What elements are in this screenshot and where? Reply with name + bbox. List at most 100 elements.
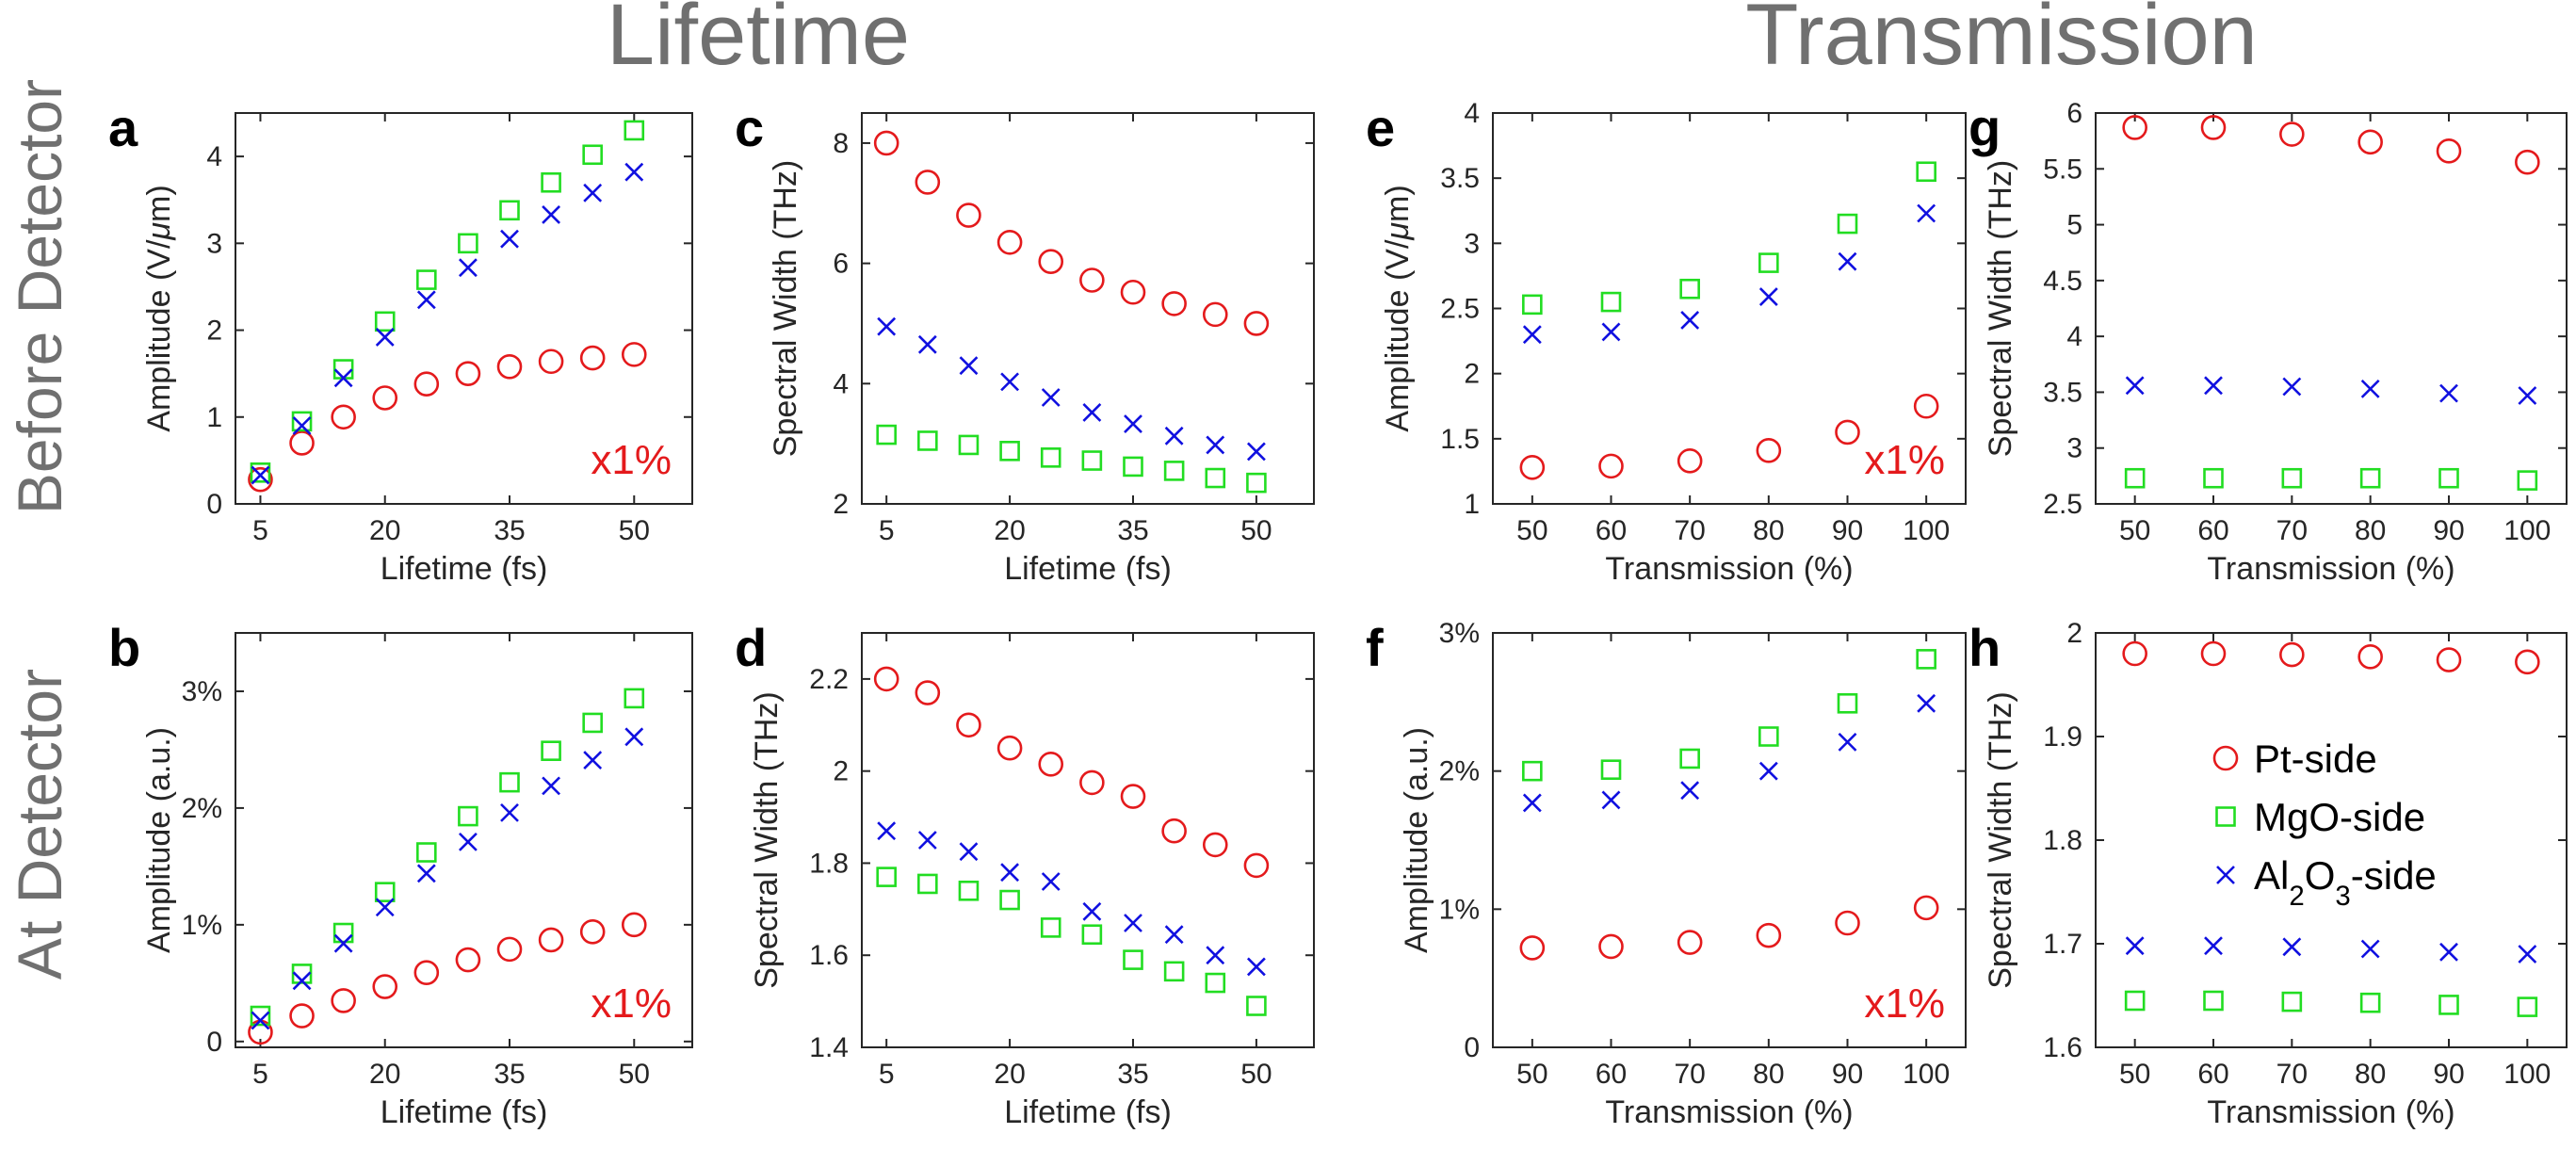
x-axis-label: Transmission (%) [2207, 551, 2454, 587]
panel-e: 50 60 70 80 90 100 1 1.5 2 2.5 3 3.5 4 Transmission (… [1366, 98, 1967, 587]
legend-item: Pt-side [2212, 737, 2377, 781]
data-point [2203, 990, 2224, 1012]
y-axis-label: Amplitude (a.u.) [141, 727, 177, 953]
data-point [917, 831, 937, 850]
data-point [1082, 901, 1102, 921]
data-point [374, 882, 396, 902]
data-point [538, 348, 564, 375]
axes-box [861, 632, 1315, 1048]
series-al2o3-side [2125, 936, 2537, 964]
data-point [1120, 784, 1146, 809]
y-axis-label: Amplitude (a.u.) [1399, 727, 1434, 953]
y-tick-label: 3% [1439, 618, 1480, 649]
data-point [582, 144, 603, 166]
x-tick-label: 60 [2197, 515, 2228, 546]
y-tick-label: 2 [2066, 618, 2082, 649]
data-point [496, 353, 523, 380]
data-point [1041, 388, 1061, 407]
y-tick-label: 4 [2066, 321, 2082, 352]
data-point [1835, 419, 1860, 445]
y-tick-label: 2 [833, 756, 849, 787]
data-point [499, 771, 520, 793]
data-point [2125, 376, 2145, 396]
y-tick-label: 1% [182, 910, 222, 941]
x-tick-label: 35 [494, 515, 525, 546]
data-point [999, 889, 1020, 911]
data-point [250, 462, 271, 483]
x-axis-label: Transmission (%) [2207, 1094, 2454, 1130]
x-tick-label: 60 [2197, 1059, 2228, 1090]
data-point [500, 802, 519, 822]
y-tick-label: 3 [206, 228, 222, 259]
series-al2o3-side [1522, 203, 1936, 345]
data-point [2436, 138, 2462, 164]
series-pt-side [1519, 393, 1939, 480]
data-point [416, 269, 437, 290]
x-tick-label: 50 [1240, 515, 1272, 546]
x-axis-label: Lifetime (fs) [1004, 1094, 1172, 1130]
data-point [1163, 961, 1185, 982]
data-point [873, 666, 899, 692]
data-point [958, 880, 980, 901]
data-point [1601, 790, 1621, 810]
y-tick-label: 0 [206, 1027, 222, 1058]
data-point [413, 371, 440, 397]
data-point [2122, 640, 2147, 667]
data-point [1124, 914, 1142, 932]
scale-note: x1% [591, 980, 672, 1027]
data-point [499, 200, 520, 221]
x-tick-label: 80 [1753, 515, 1784, 546]
data-point [1081, 924, 1103, 946]
y-axis-label: Spectral Width (THz) [749, 691, 785, 989]
y-tick-label: 1.8 [2043, 825, 2082, 856]
y-axis-label: Spectral Width (THz) [768, 160, 803, 458]
x-tick-label: 70 [2276, 515, 2308, 546]
x-tick-label: 70 [1674, 515, 1705, 546]
x-tick-label: 60 [1596, 515, 1627, 546]
data-point [917, 430, 938, 451]
data-point [1206, 435, 1225, 455]
x-tick-label: 90 [1832, 1059, 1863, 1090]
x-tick-label: 90 [1832, 515, 1863, 546]
series-mgo-side [876, 867, 1267, 1016]
x-tick-label: 35 [494, 1059, 525, 1090]
x-tick-label: 100 [1903, 1059, 1950, 1090]
data-point [1246, 442, 1266, 462]
panel-letter: c [735, 98, 764, 157]
data-point [2357, 643, 2383, 670]
data-point [621, 342, 647, 367]
y-tick-label: 3.5 [1440, 163, 1480, 194]
data-point [621, 912, 647, 938]
data-point [2436, 647, 2462, 672]
y-tick-label: 3 [1464, 228, 1480, 259]
series-pt-side [248, 912, 647, 1045]
panel-letter: b [108, 618, 140, 677]
series-pt-side [2122, 640, 2540, 675]
data-point [538, 927, 564, 953]
data-point [2122, 115, 2147, 140]
row-header-at-detector: At Detector [5, 669, 74, 980]
axes-box [2095, 112, 2568, 505]
data-point [251, 1011, 270, 1030]
y-tick-label: 4 [206, 141, 222, 172]
y-tick-label: 3% [182, 676, 222, 707]
data-point [375, 898, 395, 917]
data-point [1917, 693, 1936, 713]
y-axis-label: Amplitude (V/μm) [141, 185, 177, 431]
data-point [1202, 301, 1228, 328]
data-point [416, 864, 436, 883]
data-point [458, 233, 478, 254]
data-point [1246, 472, 1267, 494]
data-point [2517, 996, 2538, 1017]
data-point [1680, 311, 1700, 330]
data-point [1206, 946, 1225, 965]
figure-headers: Lifetime Transmission Before Detector At… [5, 0, 2258, 980]
data-point [2515, 649, 2540, 675]
y-tick-label: 5 [2066, 210, 2082, 241]
x-tick-label: 20 [994, 515, 1025, 546]
y-tick-label: 4 [1464, 98, 1480, 129]
data-point [541, 171, 561, 193]
series-pt-side [1519, 895, 1939, 961]
series-al2o3-side [251, 727, 644, 1030]
